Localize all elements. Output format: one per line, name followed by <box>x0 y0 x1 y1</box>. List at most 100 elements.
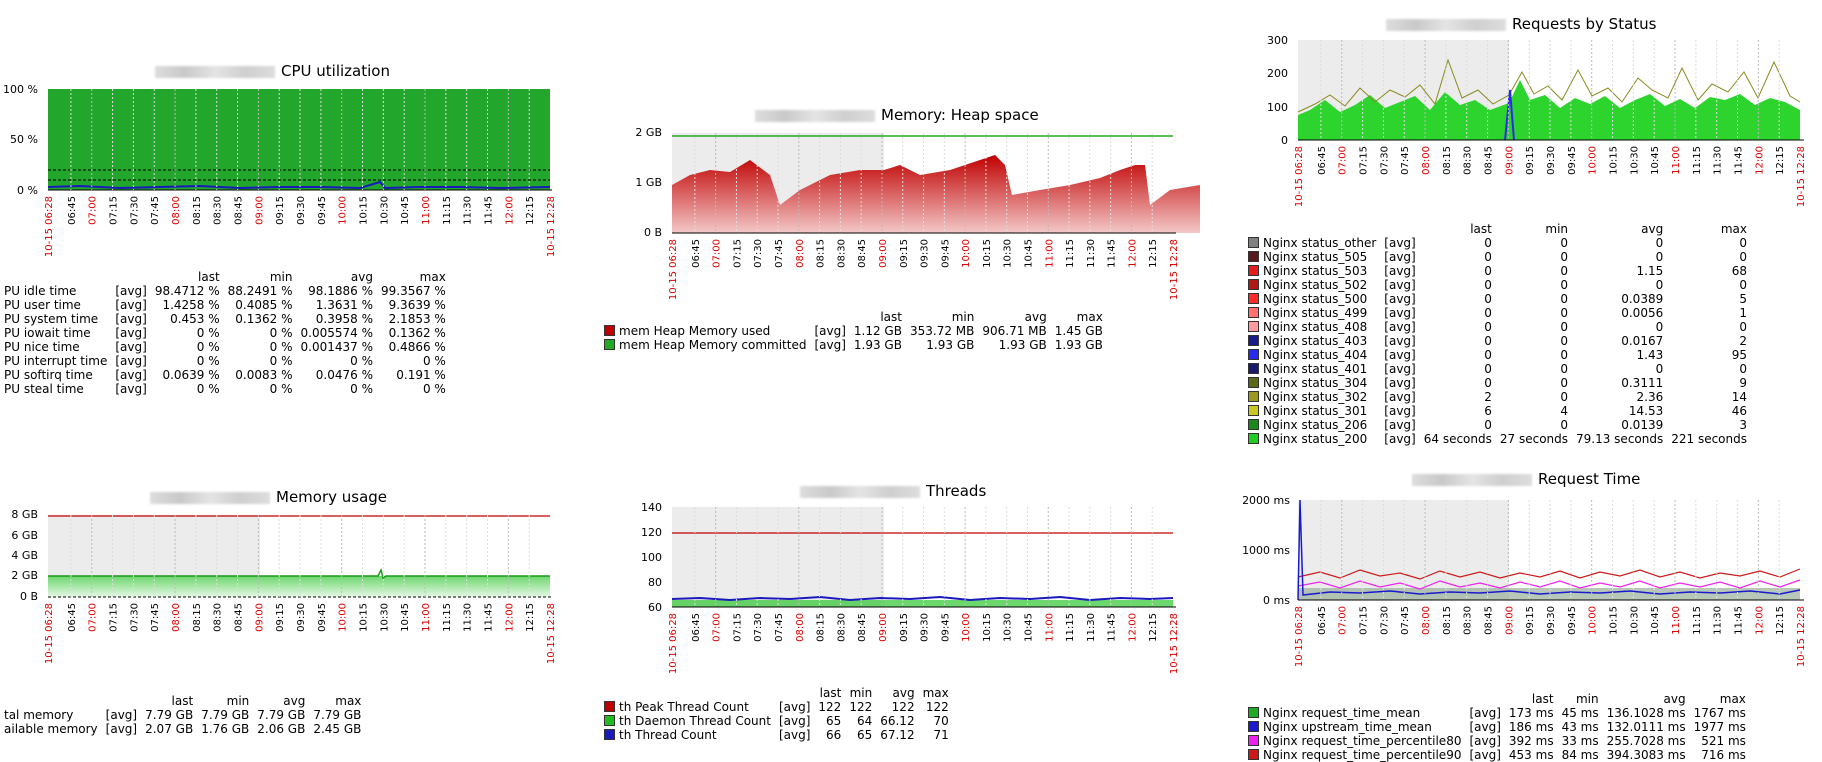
legend-row: PU softirq time [avg] 0.0639 % 0.0083 % 0.04… <box>0 368 450 382</box>
x-tick: 09:30 <box>1546 146 1557 175</box>
legend-last: 0 % <box>196 340 220 354</box>
x-tick: 09:15 <box>1525 606 1536 635</box>
legend-agg: [avg] <box>115 326 147 340</box>
threads-legend: last min avg max th Peak Thread Count [avg] 12… <box>600 686 953 742</box>
x-tick: 08:45 <box>234 603 245 632</box>
legend-row: th Daemon Thread Count [avg] 65 64 66.12 70 <box>600 714 953 728</box>
legend-last: 64 seconds <box>1423 432 1492 446</box>
legend-avg: 7.79 GB <box>257 708 306 722</box>
x-tick: 12:00 <box>1127 613 1138 642</box>
x-tick: 09:45 <box>940 239 951 268</box>
x-tick: 11:45 <box>1734 146 1745 175</box>
legend-max: 0.4866 % <box>388 340 446 354</box>
legend-series-name: PU system time <box>4 312 99 326</box>
x-tick: 08:00 <box>171 603 182 632</box>
legend-min: 1.76 GB <box>201 722 250 736</box>
x-tick: 09:00 <box>1504 606 1515 635</box>
x-tick: 07:45 <box>150 196 161 225</box>
upstream-mean-line <box>1297 499 1801 601</box>
x-tick: 08:30 <box>213 603 224 632</box>
heap-legend: last min avg max mem Heap Memory used [avg] 1.… <box>600 310 1107 352</box>
cpu-utilization-graph[interactable]: CPU utilization 100 % 50 % 0 % 10-15 06:… <box>0 0 600 400</box>
legend-agg: [avg] <box>1384 292 1416 306</box>
x-tick: 08:15 <box>192 196 203 225</box>
x-tick: 10:30 <box>1629 606 1640 635</box>
legend-header: last <box>880 310 902 324</box>
memory-usage-graph[interactable]: Memory usage 8 GB 6 GB 4 GB 2 GB 0 B 10-… <box>0 460 600 758</box>
legend-series-name: th Daemon Thread Count <box>619 714 771 728</box>
legend-agg: [avg] <box>1469 748 1501 762</box>
legend-series-name: ailable memory <box>4 722 98 736</box>
legend-min: 65 <box>856 728 873 742</box>
y-tick: 0 ms <box>1263 594 1290 607</box>
x-tick: 11:45 <box>1107 239 1118 268</box>
x-tick: 12:00 <box>1127 239 1138 268</box>
y-tick: 2000 ms <box>1242 494 1290 507</box>
legend-header: avg <box>283 694 306 708</box>
legend-min: 0 <box>1560 278 1569 292</box>
legend-min: 88.2491 % <box>227 284 293 298</box>
x-tick: 08:15 <box>1442 146 1453 175</box>
legend-series-name: mem Heap Memory used <box>619 324 771 338</box>
x-tick: 07:30 <box>129 603 140 632</box>
legend-max: 2.45 GB <box>313 722 362 736</box>
legend-row: PU idle time [avg] 98.4712 % 88.2491 % 98.18… <box>0 284 450 298</box>
legend-avg: 0.3958 % <box>315 312 373 326</box>
x-tick: 07:45 <box>774 239 785 268</box>
x-tick: 07:00 <box>712 613 723 642</box>
x-tick: 09:45 <box>940 613 951 642</box>
cpu-legend: last min avg max PU idle time [avg] 98.4712 % 8… <box>0 270 450 396</box>
y-tick: 140 <box>641 501 662 514</box>
x-tick: 06:45 <box>1317 606 1328 635</box>
requests-by-status-graph[interactable]: Requests by Status 300 200 100 0 10-15 0… <box>1200 0 1822 460</box>
x-tick: 08:30 <box>836 613 847 642</box>
x-tick: 08:15 <box>192 603 203 632</box>
legend-max: 1 <box>1739 306 1748 320</box>
legend-min: 0 <box>1560 264 1569 278</box>
y-tick: 6 GB <box>11 529 38 542</box>
legend-header: min <box>1545 222 1569 236</box>
legend-agg: [avg] <box>1384 348 1416 362</box>
heap-space-graph[interactable]: Memory: Heap space 2 GB 1 GB 0 B 10-15 0… <box>600 0 1200 400</box>
legend-agg: [avg] <box>1384 250 1416 264</box>
legend-last: 186 ms <box>1508 720 1554 734</box>
legend-row: Nginx status_403 [avg] 0 0 0.0167 2 <box>1244 334 1751 348</box>
legend-series-name: PU interrupt time <box>4 354 108 368</box>
available-memory-area <box>48 576 550 597</box>
graph-title-heap: Memory: Heap space <box>755 106 1039 124</box>
legend-row: Nginx status_401 [avg] 0 0 0 0 <box>1244 362 1751 376</box>
legend-last: 2 <box>1484 390 1492 404</box>
x-tick: 12:15 <box>525 603 536 632</box>
x-tick: 10:45 <box>1023 239 1034 268</box>
x-tick: 07:30 <box>129 196 140 225</box>
request-time-graph[interactable]: Request Time 2000 ms 1000 ms 0 ms 10-15 … <box>1200 460 1822 762</box>
x-tick: 10:00 <box>1588 146 1599 175</box>
legend-agg: [avg] <box>115 368 147 382</box>
x-tick: 07:00 <box>1338 146 1349 175</box>
legend-swatch <box>1248 237 1259 248</box>
x-tick: 09:30 <box>296 603 307 632</box>
x-tick: 11:00 <box>421 196 432 225</box>
legend-row: Nginx status_404 [avg] 0 0 1.43 95 <box>1244 348 1751 362</box>
legend-last: 0 % <box>196 326 220 340</box>
legend-swatch <box>1248 707 1259 718</box>
graph-title-requests: Requests by Status <box>1386 15 1656 33</box>
legend-header: max <box>1720 222 1748 236</box>
x-tick: 09:15 <box>899 239 910 268</box>
cpu-chart: 100 % 50 % 0 % 10-15 06:28 06:45 07:00 07:1… <box>3 83 557 257</box>
legend-last: 173 ms <box>1508 706 1554 720</box>
legend-agg: [avg] <box>1384 418 1416 432</box>
legend-last: 7.79 GB <box>145 708 194 722</box>
threads-graph[interactable]: Threads 140 120 100 80 60 10-15 06:28 06:… <box>600 460 1200 758</box>
x-tick: 09:45 <box>1567 146 1578 175</box>
available-memory-line <box>48 567 550 580</box>
legend-swatch <box>1248 265 1259 276</box>
legend-series-name: Nginx status_206 <box>1263 418 1368 432</box>
legend-series-name: tal memory <box>4 708 74 722</box>
legend-max: 68 <box>1731 264 1748 278</box>
x-tick-start: 10-15 06:28 <box>668 239 679 300</box>
legend-min: 33 ms <box>1561 734 1599 748</box>
legend-min: 45 ms <box>1561 706 1599 720</box>
x-tick: 07:15 <box>109 196 120 225</box>
legend-max: 0 % <box>422 354 446 368</box>
